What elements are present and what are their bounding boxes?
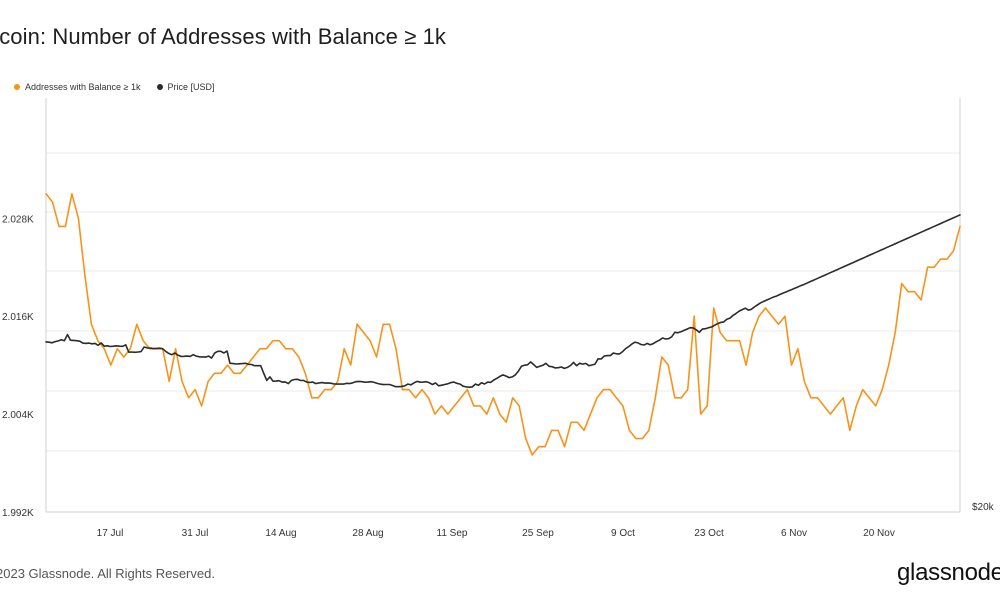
y-tick-label: 2.028K [2, 214, 34, 225]
legend-item-addresses[interactable]: Addresses with Balance ≥ 1k [14, 82, 141, 92]
legend: Addresses with Balance ≥ 1k Price [USD] [14, 82, 215, 92]
x-tick-label: 9 Oct [611, 528, 635, 539]
x-tick-label: 11 Sep [437, 528, 468, 539]
x-tick-label: 23 Oct [694, 528, 724, 539]
legend-label: Price [USD] [167, 82, 215, 92]
legend-dot-icon [14, 84, 20, 90]
right-y-tick-label: $20k [972, 502, 995, 513]
x-tick-label: 6 Nov [781, 528, 807, 539]
price-series-line [45, 214, 961, 389]
legend-dot-icon [156, 84, 163, 90]
y-tick-label: 2.016K [2, 312, 34, 323]
x-tick-label: 17 Jul [97, 528, 124, 539]
copyright-text: 2023 Glassnode. All Rights Reserved. [0, 566, 215, 581]
x-tick-label: 28 Aug [352, 528, 383, 539]
y-tick-label: 2.004K [2, 410, 34, 421]
chart-title: itcoin: Number of Addresses with Balance… [0, 24, 447, 49]
legend-item-price[interactable]: Price [USD] [156, 82, 215, 92]
glassnode-logo: glassnode [897, 559, 1000, 586]
legend-label: Addresses with Balance ≥ 1k [25, 82, 141, 92]
x-tick-label: 31 Jul [182, 528, 209, 539]
x-tick-label: 20 Nov [863, 528, 895, 539]
x-tick-label: 14 Aug [265, 528, 296, 539]
y-tick-label: 1.992K [2, 508, 34, 519]
addresses-series-line [45, 193, 961, 456]
x-tick-label: 25 Sep [522, 528, 554, 539]
